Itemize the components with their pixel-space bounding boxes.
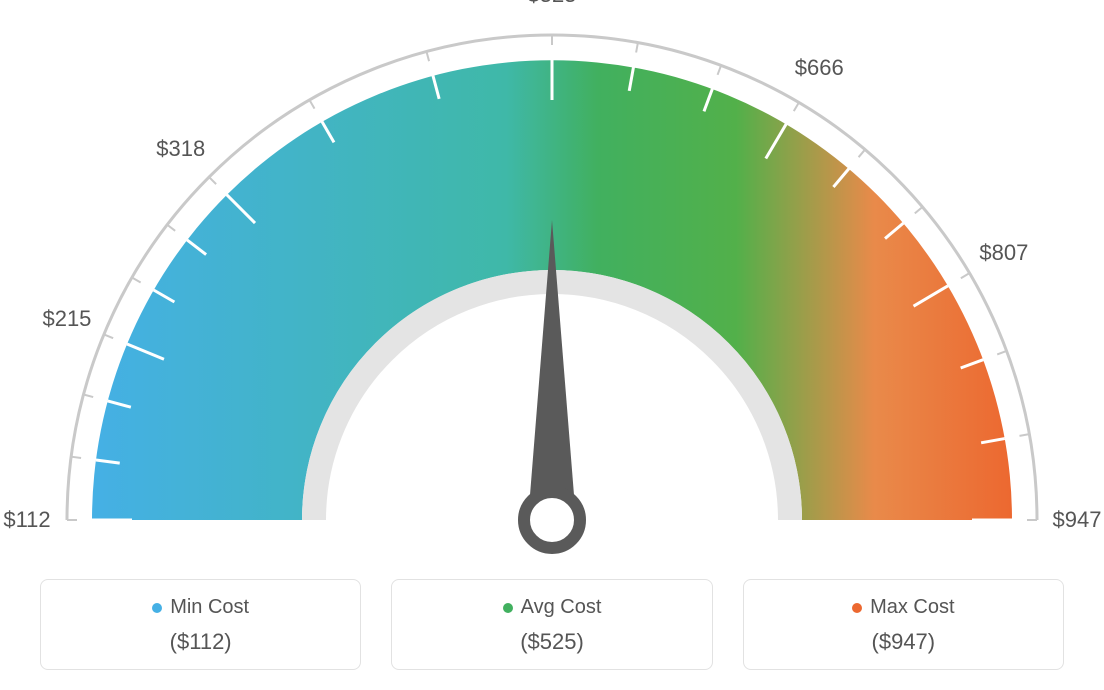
legend-value-min: ($112): [51, 629, 350, 655]
legend-title-avg: Avg Cost: [503, 596, 602, 619]
legend-title-min: Min Cost: [152, 596, 249, 619]
chart-container: $112 $215 $318 $525 $666 $807 $947 Min Cost ($…: [0, 0, 1104, 690]
legend-value-max: ($947): [754, 629, 1053, 655]
dot-icon: [852, 603, 862, 613]
gauge: $112 $215 $318 $525 $666 $807 $947: [0, 0, 1104, 560]
dot-icon: [152, 603, 162, 613]
tick-label: $947: [1053, 507, 1102, 533]
legend-label: Avg Cost: [521, 596, 602, 619]
legend-card-max: Max Cost ($947): [743, 579, 1064, 670]
tick-label: $112: [3, 507, 50, 533]
legend-card-min: Min Cost ($112): [40, 579, 361, 670]
legend-card-avg: Avg Cost ($525): [391, 579, 712, 670]
legend-title-max: Max Cost: [852, 596, 954, 619]
gauge-svg: [0, 0, 1104, 560]
tick-label: $525: [528, 0, 577, 8]
tick-label: $807: [979, 240, 1028, 266]
legend-label: Min Cost: [170, 596, 249, 619]
tick-label: $666: [795, 55, 844, 81]
legend-value-avg: ($525): [402, 629, 701, 655]
legend-label: Max Cost: [870, 596, 954, 619]
dot-icon: [503, 603, 513, 613]
tick-label: $318: [156, 136, 205, 162]
legend-row: Min Cost ($112) Avg Cost ($525) Max Cost…: [0, 579, 1104, 670]
tick-label: $215: [42, 306, 91, 332]
